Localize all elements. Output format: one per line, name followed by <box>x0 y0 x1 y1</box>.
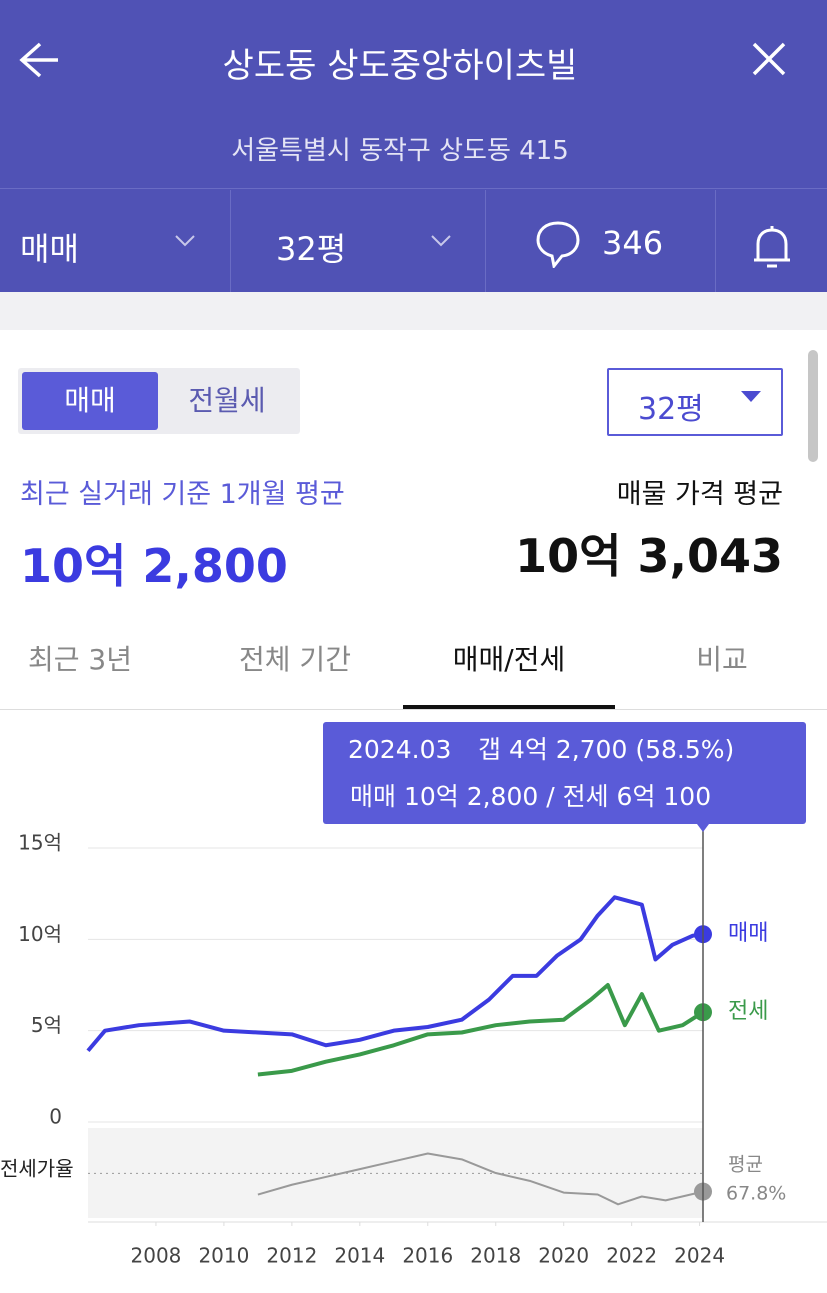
tooltip-date: 2024.03 <box>348 735 451 764</box>
y-tick-label: 10억 <box>18 922 62 946</box>
segment-option[interactable]: 전월세 <box>188 384 266 417</box>
deal-filter[interactable]: 매매 <box>20 230 79 268</box>
tooltip-pointer <box>697 824 709 832</box>
y-tick-label: 0 <box>49 1105 62 1129</box>
x-tick-label: 2008 <box>131 1244 182 1268</box>
chart: 전세가율 0 5억 10억 15억 2008 2010 2012 2014 2016 2018 20… <box>0 722 827 1268</box>
segment-option[interactable]: 매매 <box>22 372 158 430</box>
x-tick-label: 2014 <box>334 1244 385 1268</box>
x-tick-label: 2016 <box>402 1244 453 1268</box>
address: 서울특별시 동작구 상도동 415 <box>231 136 569 166</box>
tooltip-gap: 갭 4억 2,700 (58.5%) <box>478 735 734 764</box>
legend-label: 매매 <box>728 921 768 946</box>
legend-label: 전세 <box>728 999 768 1024</box>
x-tick-label: 2024 <box>674 1244 725 1268</box>
scrollbar <box>808 350 818 462</box>
series-line <box>257 1152 704 1206</box>
chevron <box>431 235 451 247</box>
x-tick-label: 2018 <box>470 1244 521 1268</box>
average-value: 67.8% <box>726 1183 786 1205</box>
tab-divider <box>0 709 827 710</box>
tooltip-detail: 매매 10억 2,800 / 전세 6억 100 <box>350 782 711 811</box>
ratio-label: 전세가율 <box>0 1157 74 1181</box>
tab[interactable]: 전체 기간 <box>239 643 351 676</box>
recent-value: 10억 2,800 <box>20 539 288 593</box>
size-filter[interactable]: 32평 <box>276 230 347 268</box>
chevron <box>175 235 195 247</box>
x-tick-label: 2010 <box>198 1244 249 1268</box>
tab-indicator <box>403 705 615 709</box>
divider <box>0 188 827 189</box>
comment-icon[interactable] <box>534 220 582 268</box>
header: 상도동 상도중앙하이츠빌 서울특별시 동작구 상도동 415 매매 32평 34… <box>0 0 827 292</box>
divider <box>230 190 231 292</box>
comment-count[interactable]: 346 <box>602 224 664 262</box>
y-tick-label: 5억 <box>31 1013 62 1037</box>
title: 상도동 상도중앙하이츠빌 <box>222 46 578 86</box>
series-line <box>257 983 705 1077</box>
dropdown-arrow <box>741 391 761 402</box>
close-button[interactable] <box>752 42 786 76</box>
spacer <box>0 292 827 330</box>
listing-value: 10억 3,043 <box>515 529 783 583</box>
x-tick-label: 2012 <box>266 1244 317 1268</box>
x-tick-label: 2020 <box>538 1244 589 1268</box>
average-name: 평균 <box>728 1154 763 1176</box>
series-line <box>86 895 704 1053</box>
tab[interactable]: 매매/전세 <box>452 643 566 676</box>
listing-label: 매물 가격 평균 <box>616 479 783 510</box>
x-tick-label: 2022 <box>606 1244 657 1268</box>
tab[interactable]: 최근 3년 <box>28 643 132 676</box>
size-select[interactable] <box>607 368 783 436</box>
divider <box>485 190 486 292</box>
back-button[interactable] <box>18 40 60 80</box>
divider <box>715 190 716 292</box>
tooltip <box>323 722 806 824</box>
bell-icon[interactable] <box>750 222 794 272</box>
tab[interactable]: 비교 <box>696 643 748 676</box>
y-tick-label: 15억 <box>18 831 62 855</box>
recent-label: 최근 실거래 기준 1개월 평균 <box>20 479 345 510</box>
size-select-value[interactable]: 32평 <box>638 392 704 427</box>
